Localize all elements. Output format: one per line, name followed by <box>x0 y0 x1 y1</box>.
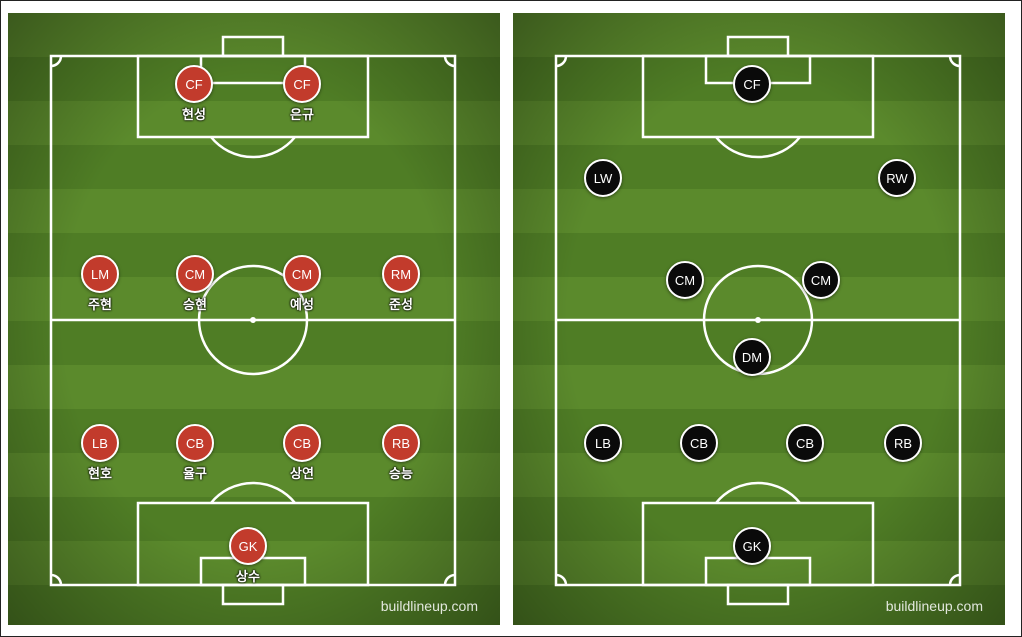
player-cm-1[interactable]: CM <box>176 255 214 293</box>
player-lm[interactable]: LM <box>81 255 119 293</box>
left-pitch-markings <box>49 35 457 606</box>
right-pitch-markings <box>554 35 962 606</box>
player-name-cm-2: 예성 <box>290 298 314 313</box>
player-cf-2[interactable]: CF <box>283 65 321 103</box>
watermark: buildlineup.com <box>380 598 478 614</box>
player-name-cb-2: 상연 <box>290 467 314 482</box>
watermark: buildlineup.com <box>885 598 983 614</box>
player-rb[interactable]: RB <box>382 424 420 462</box>
left-pitch-panel: CF 현성 CF 은규 LM 주현 CM 승현 CM 예성 RM 준성 LB 현… <box>8 13 500 625</box>
opponent-cm-1[interactable]: CM <box>666 261 704 299</box>
opponent-rb[interactable]: RB <box>884 424 922 462</box>
opponent-gk[interactable]: GK <box>733 527 771 565</box>
player-rm[interactable]: RM <box>382 255 420 293</box>
opponent-cf[interactable]: CF <box>733 65 771 103</box>
player-name-cb-1: 율구 <box>183 467 207 482</box>
opponent-rw[interactable]: RW <box>878 159 916 197</box>
opponent-cb-2[interactable]: CB <box>786 424 824 462</box>
opponent-cb-1[interactable]: CB <box>680 424 718 462</box>
opponent-dm[interactable]: DM <box>733 338 771 376</box>
player-name-rb: 승능 <box>389 467 413 482</box>
player-cb-1[interactable]: CB <box>176 424 214 462</box>
player-name-rm: 준성 <box>389 298 413 313</box>
player-cb-2[interactable]: CB <box>283 424 321 462</box>
player-name-lb: 현호 <box>88 467 112 482</box>
right-pitch-panel: CF LW RW CM CM DM LB CB CB RB GK buildli… <box>513 13 1005 625</box>
player-cf-1[interactable]: CF <box>175 65 213 103</box>
player-gk[interactable]: GK <box>229 527 267 565</box>
opponent-lb[interactable]: LB <box>584 424 622 462</box>
opponent-lw[interactable]: LW <box>584 159 622 197</box>
player-lb[interactable]: LB <box>81 424 119 462</box>
player-name-cf-1: 현성 <box>182 108 206 123</box>
player-name-cm-1: 승현 <box>183 298 207 313</box>
opponent-cm-2[interactable]: CM <box>802 261 840 299</box>
player-cm-2[interactable]: CM <box>283 255 321 293</box>
player-name-gk: 상수 <box>236 570 260 585</box>
player-name-cf-2: 은규 <box>290 108 314 123</box>
player-name-lm: 주현 <box>88 298 112 313</box>
